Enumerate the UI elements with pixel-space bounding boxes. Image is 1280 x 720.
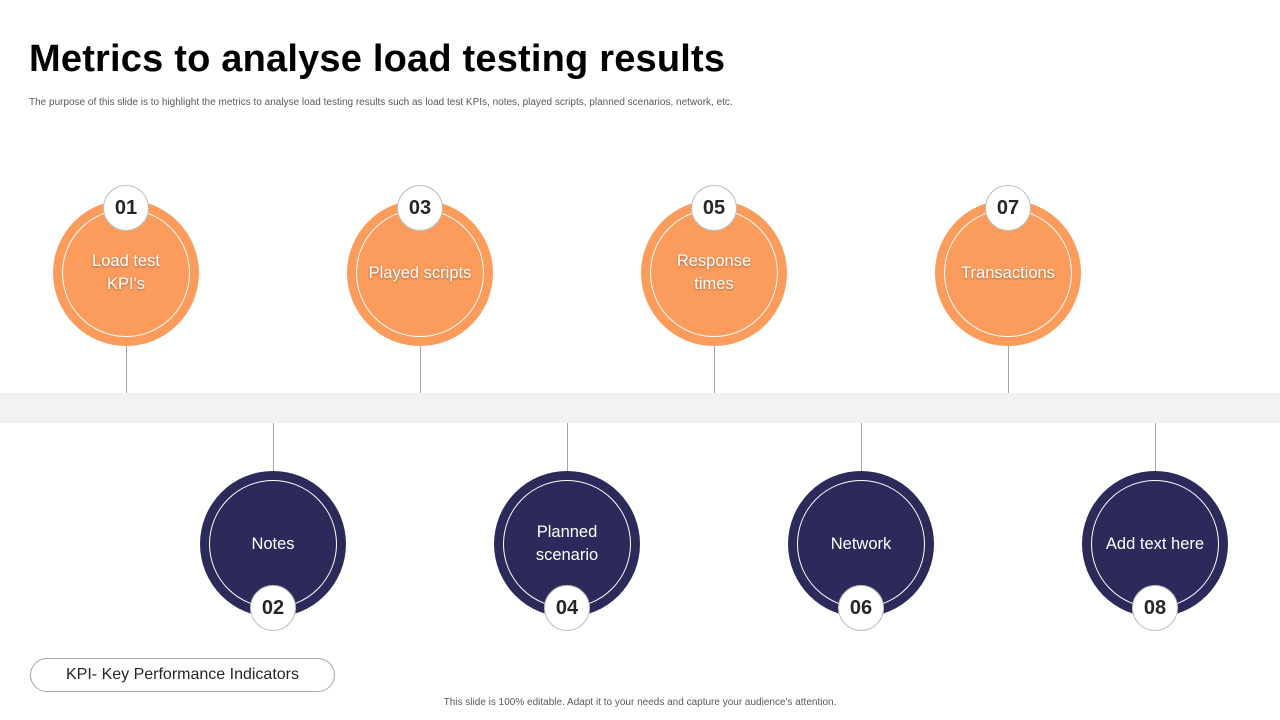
connector-line-03 bbox=[420, 345, 421, 393]
number-badge-03: 03 bbox=[397, 185, 443, 231]
number-badge-04: 04 bbox=[544, 585, 590, 631]
metric-label-04: Planned scenario bbox=[535, 523, 599, 564]
connector-line-04 bbox=[567, 423, 568, 471]
page-subtitle: The purpose of this slide is to highligh… bbox=[29, 97, 733, 108]
metric-label-02: Notes bbox=[251, 534, 295, 553]
metric-label-08: Add text here bbox=[1105, 534, 1205, 553]
connector-line-02 bbox=[273, 423, 274, 471]
metric-circle-08: Add text here bbox=[1082, 471, 1228, 617]
connector-line-06 bbox=[861, 423, 862, 471]
metric-label-01: Load test KPI's bbox=[92, 252, 160, 293]
number-badge-06: 06 bbox=[838, 585, 884, 631]
number-badge-05: 05 bbox=[691, 185, 737, 231]
connector-line-07 bbox=[1008, 345, 1009, 393]
metric-circle-04: Planned scenario bbox=[494, 471, 640, 617]
timeline-band bbox=[0, 393, 1280, 423]
kpi-definition-note: KPI- Key Performance Indicators bbox=[30, 658, 335, 692]
connector-line-05 bbox=[714, 345, 715, 393]
number-badge-07: 07 bbox=[985, 185, 1031, 231]
connector-line-08 bbox=[1155, 423, 1156, 471]
metric-label-03: Played scripts bbox=[368, 263, 472, 282]
footer-note: This slide is 100% editable. Adapt it to… bbox=[443, 697, 837, 708]
metric-label-06: Network bbox=[830, 534, 892, 553]
page-title: Metrics to analyse load testing results bbox=[29, 38, 726, 80]
metric-ring: Planned scenario bbox=[503, 480, 631, 608]
metric-label-07: Transactions bbox=[961, 263, 1055, 282]
number-badge-01: 01 bbox=[103, 185, 149, 231]
connector-line-01 bbox=[126, 345, 127, 393]
number-badge-02: 02 bbox=[250, 585, 296, 631]
number-badge-08: 08 bbox=[1132, 585, 1178, 631]
metric-label-05: Response times bbox=[676, 252, 752, 293]
